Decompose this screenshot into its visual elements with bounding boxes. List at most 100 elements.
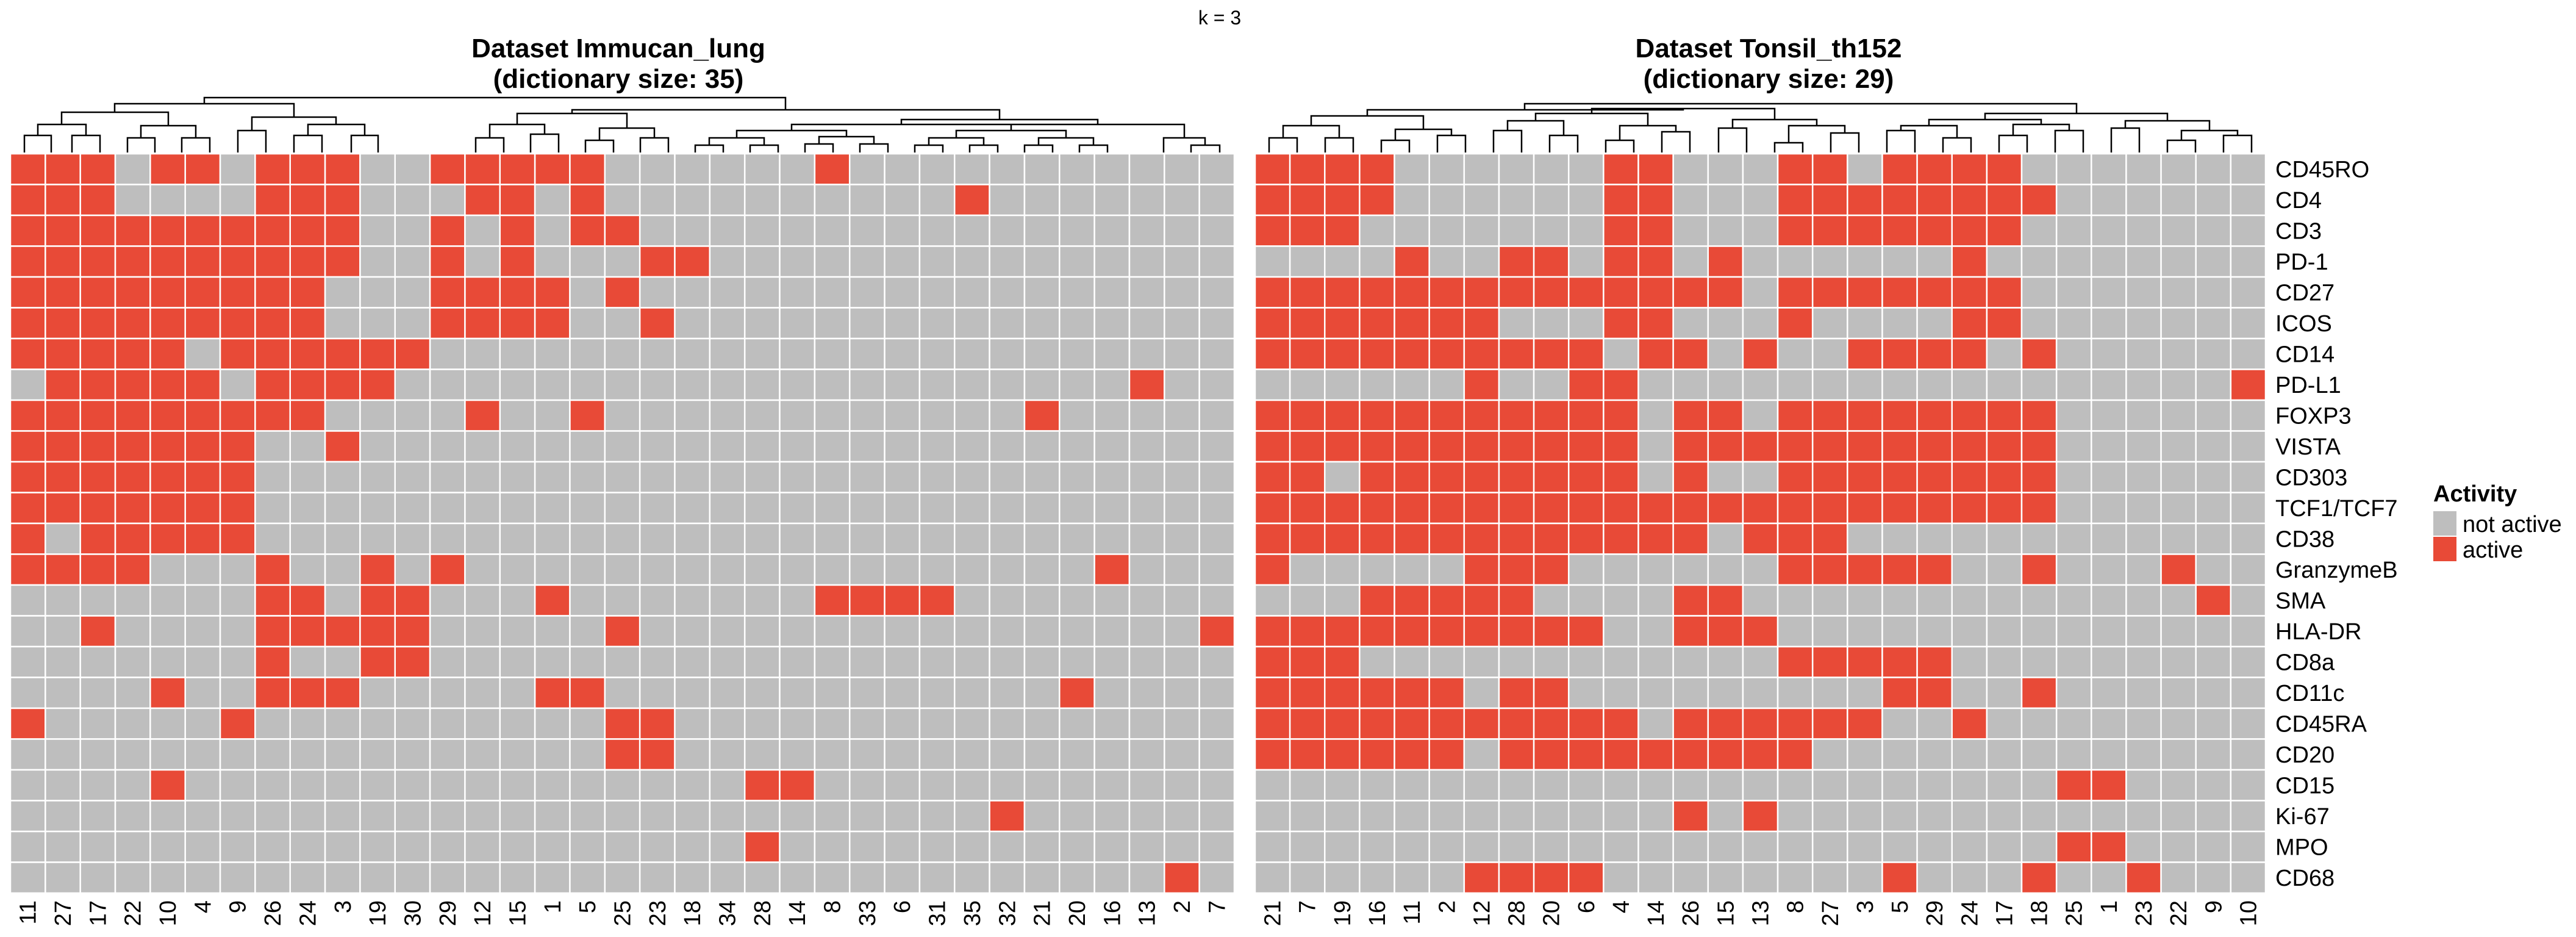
heatmap-cell: [534, 553, 571, 586]
column-label: 18: [680, 900, 706, 926]
heatmap-cell: [2091, 461, 2127, 494]
heatmap-cell: [1289, 584, 1326, 617]
heatmap-cell: [674, 430, 711, 463]
heatmap-cell: [1254, 738, 1291, 771]
row-labels: CD45ROCD4CD3PD-1CD27ICOSCD14PD-L1FOXP3VI…: [2275, 157, 2398, 891]
heatmap-cell: [254, 399, 291, 432]
heatmap-cell: [1811, 677, 1848, 709]
heatmap-cell: [429, 214, 466, 247]
heatmap-cell: [1498, 800, 1535, 833]
heatmap-cell: [1847, 645, 1883, 678]
heatmap-cell: [709, 492, 746, 525]
heatmap-cell: [1059, 399, 1095, 432]
heatmap-cell: [918, 830, 956, 863]
heatmap-cell: [2160, 738, 2197, 771]
heatmap-cell: [1289, 276, 1326, 309]
row-label: CD303: [2275, 465, 2347, 490]
heatmap-cell: [9, 830, 46, 863]
heatmap-cell: [1463, 553, 1500, 586]
heatmap-cell: [359, 214, 396, 247]
heatmap-cell: [884, 337, 921, 370]
heatmap-cell: [2055, 337, 2092, 370]
heatmap-cell: [1324, 584, 1361, 617]
column-label: 10: [156, 900, 181, 926]
heatmap-cell: [779, 430, 816, 463]
heatmap-cell: [674, 276, 711, 309]
heatmap-cell: [743, 368, 781, 401]
heatmap-cell: [779, 184, 816, 217]
row-label: VISTA: [2275, 434, 2341, 460]
heatmap-cell: [2055, 153, 2092, 185]
heatmap-cell: [1533, 245, 1570, 278]
column-label: 2: [1170, 900, 1195, 913]
row-label: ICOS: [2275, 311, 2332, 337]
heatmap-cell: [1359, 738, 1395, 771]
heatmap-cell: [219, 214, 256, 247]
heatmap-cell: [1986, 399, 2023, 432]
heatmap-cell: [2230, 645, 2267, 678]
heatmap-cell: [359, 461, 396, 494]
heatmap-cell: [9, 522, 46, 555]
heatmap-cell: [884, 645, 921, 678]
heatmap-cell: [534, 830, 571, 863]
heatmap-cell: [1359, 214, 1395, 247]
heatmap-cell: [1811, 430, 1848, 463]
heatmap-cell: [1324, 769, 1361, 802]
heatmap-cell: [464, 522, 501, 555]
heatmap-cell: [1198, 214, 1236, 247]
heatmap-cell: [1637, 276, 1674, 309]
heatmap-cell: [2195, 307, 2232, 340]
heatmap-cell: [779, 307, 816, 340]
heatmap-cell: [569, 307, 606, 340]
heatmap-cell: [219, 707, 256, 740]
heatmap-cell: [1254, 584, 1291, 617]
heatmap-cell: [1324, 245, 1361, 278]
heatmap-cell: [1463, 677, 1500, 709]
heatmap-cell: [1916, 245, 1953, 278]
heatmap-cell: [2055, 861, 2092, 894]
heatmap-cell: [1198, 769, 1236, 802]
heatmap-cell: [499, 861, 536, 894]
heatmap-cell: [429, 492, 466, 525]
heatmap-cell: [1881, 492, 1918, 525]
heatmap-cell: [324, 645, 361, 678]
heatmap-cell: [2160, 461, 2197, 494]
heatmap-cell: [324, 830, 361, 863]
heatmap-cell: [709, 707, 746, 740]
column-label: 27: [1818, 900, 1844, 926]
heatmap-cell: [1289, 677, 1326, 709]
heatmap-cell: [1164, 461, 1200, 494]
heatmap-cell: [9, 677, 46, 709]
heatmap-cell: [709, 368, 746, 401]
heatmap-cell: [674, 707, 711, 740]
heatmap-cell: [1742, 522, 1779, 555]
heatmap-cell: [1359, 430, 1395, 463]
heatmap-cell: [79, 492, 116, 525]
heatmap-cell: [743, 461, 781, 494]
heatmap-cell: [1093, 553, 1131, 586]
heatmap-cell: [1394, 184, 1430, 217]
heatmap-cell: [2160, 677, 2197, 709]
heatmap-cell: [1059, 861, 1095, 894]
heatmap-cell: [709, 522, 746, 555]
heatmap-cell: [1498, 861, 1535, 894]
heatmap-cell: [569, 337, 606, 370]
heatmap-cell: [1198, 861, 1236, 894]
heatmap-cell: [2020, 615, 2058, 648]
heatmap-cell: [534, 584, 571, 617]
heatmap-cell: [429, 276, 466, 309]
heatmap-cell: [1881, 645, 1918, 678]
heatmap-cell: [1394, 337, 1430, 370]
heatmap-cell: [1847, 184, 1883, 217]
heatmap-cell: [1881, 276, 1918, 309]
heatmap-cell: [2160, 245, 2197, 278]
heatmap-cell: [814, 368, 851, 401]
heatmap-cell: [1324, 615, 1361, 648]
heatmap-cell: [2230, 492, 2267, 525]
row-label: TCF1/TCF7: [2275, 496, 2398, 522]
heatmap-cell: [289, 276, 326, 309]
heatmap-cell: [2055, 830, 2092, 863]
heatmap-cell: [1093, 214, 1131, 247]
row-label: PD-1: [2275, 250, 2328, 275]
column-label: 4: [1609, 900, 1634, 913]
